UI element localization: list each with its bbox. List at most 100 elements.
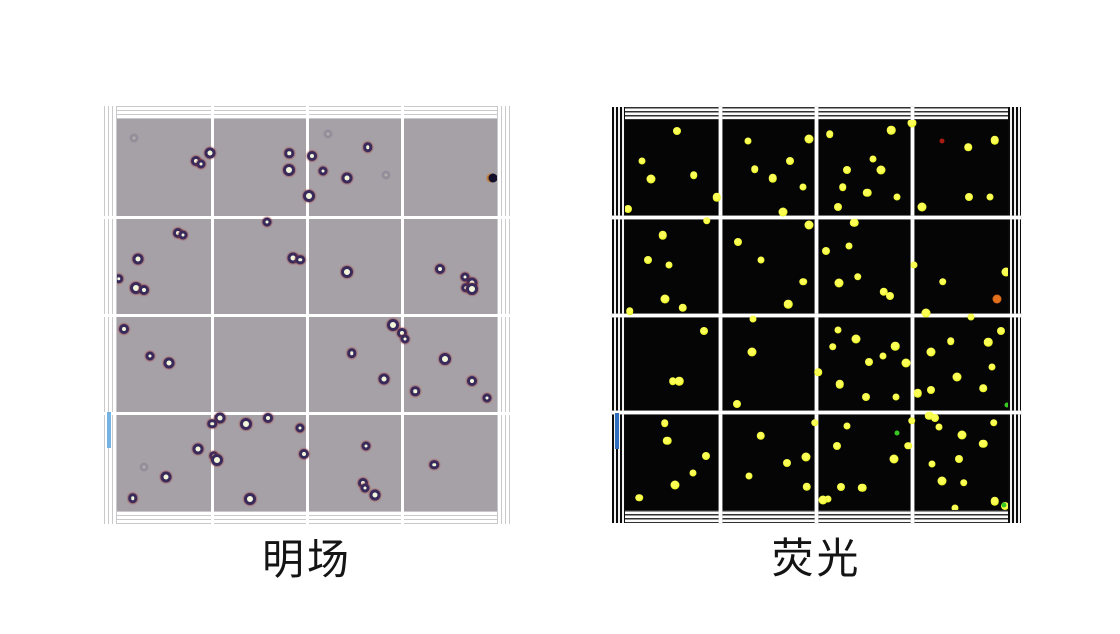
fluorescent-dot [751,165,759,173]
cell-marker [211,453,224,466]
fluorescent-dot [811,418,819,427]
fluorescent-dot [928,460,936,468]
cell-marker [298,448,309,459]
cell-marker [295,254,305,265]
cell-marker [410,386,421,397]
fluorescent-dot [890,341,900,351]
grid-line-horizontal [104,313,510,317]
fluorescent-dot [826,130,834,138]
fluorescent-dot [626,307,634,315]
fluorescent-dot [889,454,899,464]
cell-marker [240,418,253,431]
fluorescent-dot [665,261,673,269]
cell-marker [214,412,226,424]
fluorescent-dot [907,120,917,128]
fluorescent-dot [804,134,814,144]
fluorescent-dot [783,299,793,309]
fluorescent-dot [669,377,677,386]
fluorescent-dot [824,495,832,503]
cell-marker [178,230,188,240]
fluorescent-dot [893,193,901,201]
fluorescent-dot [839,183,847,192]
cell-marker [347,348,357,358]
fluorescent-dot [646,174,656,184]
fluorescent-dot [869,155,877,163]
fluorescent-dot [879,287,889,297]
fluorescent-dot [783,458,791,467]
fluorescent-dot [833,202,842,211]
cell-marker [482,393,492,403]
cell-marker [467,376,478,387]
fluorescent-dot [990,136,1000,145]
fluorescent-dot [864,358,873,367]
fluorescent-dot [886,125,896,135]
fluorescent-dot [879,352,887,360]
grid-line-horizontal [104,411,510,415]
fluorescent-dot [861,392,870,401]
fluorescent-dot [834,326,842,334]
fluorescent-dot [924,411,934,420]
cell-marker [262,217,272,227]
cell-marker [204,147,216,159]
fluorescent-dot [862,188,872,197]
cell-marker [192,443,204,455]
fluorescent-dot [799,183,807,191]
fluorescent-dot [964,143,972,152]
cell-marker [138,284,149,295]
fluorescent-dot [829,343,837,351]
brightfield-label: 明场 [261,536,352,583]
cell-marker [117,274,124,284]
fluorescent-dot [845,242,853,250]
fluorescent-dot [732,400,741,409]
fluorescent-dot [673,126,682,135]
fluorescent-dot [997,326,1006,335]
fluorescent-dot [822,246,831,255]
grid-line-horizontal [612,313,1021,317]
fluorescence-panel: 荧光 [612,107,1021,583]
fluorescent-dot [904,441,912,450]
cell-marker [466,282,479,295]
fluorescent-dot [951,504,959,510]
faint-cell-marker [381,170,391,180]
fluorescent-dot [854,273,862,281]
cell-marker [360,483,370,493]
fluorescent-dot [837,482,845,491]
fluorescent-dot [978,439,988,448]
orange-dot [992,294,1002,304]
scan-artifact-bar [107,412,111,448]
cell-marker [263,412,274,423]
fluorescent-dot [1001,267,1008,277]
fluorescent-dot [857,483,867,493]
cell-marker [284,148,294,158]
cell-marker [306,151,317,162]
fluorescent-dot [930,413,939,422]
fluorescent-dot [983,338,993,347]
dark-particle [488,173,497,183]
fluorescence-label: 荧光 [771,535,862,582]
red-dot [939,138,945,144]
cell-marker [132,253,144,265]
cell-marker [435,263,446,274]
green-dot [1001,502,1007,508]
fluorescent-dot [851,334,861,344]
fluorescent-dot [670,480,680,490]
fluorescent-dot [635,494,643,502]
fluorescent-dot [964,193,973,202]
fluorescent-dot [917,202,927,212]
green-dot [1004,402,1008,408]
fluorescent-dot [747,347,757,357]
fluorescent-dot [745,472,753,480]
fluorescent-dot [786,157,795,166]
fluorescent-dot [778,207,788,217]
cell-layer [117,119,497,511]
grid-line-horizontal [612,411,1021,414]
fluorescent-dot [661,419,669,428]
faint-cell-marker [323,129,333,139]
fluorescent-dot [843,422,851,430]
fluorescent-dot [886,291,895,300]
fluorescent-dot [990,496,1000,506]
fluorescence-tile-grid [612,107,1021,523]
fluorescent-dot [927,386,936,395]
faint-cell-marker [129,133,139,143]
